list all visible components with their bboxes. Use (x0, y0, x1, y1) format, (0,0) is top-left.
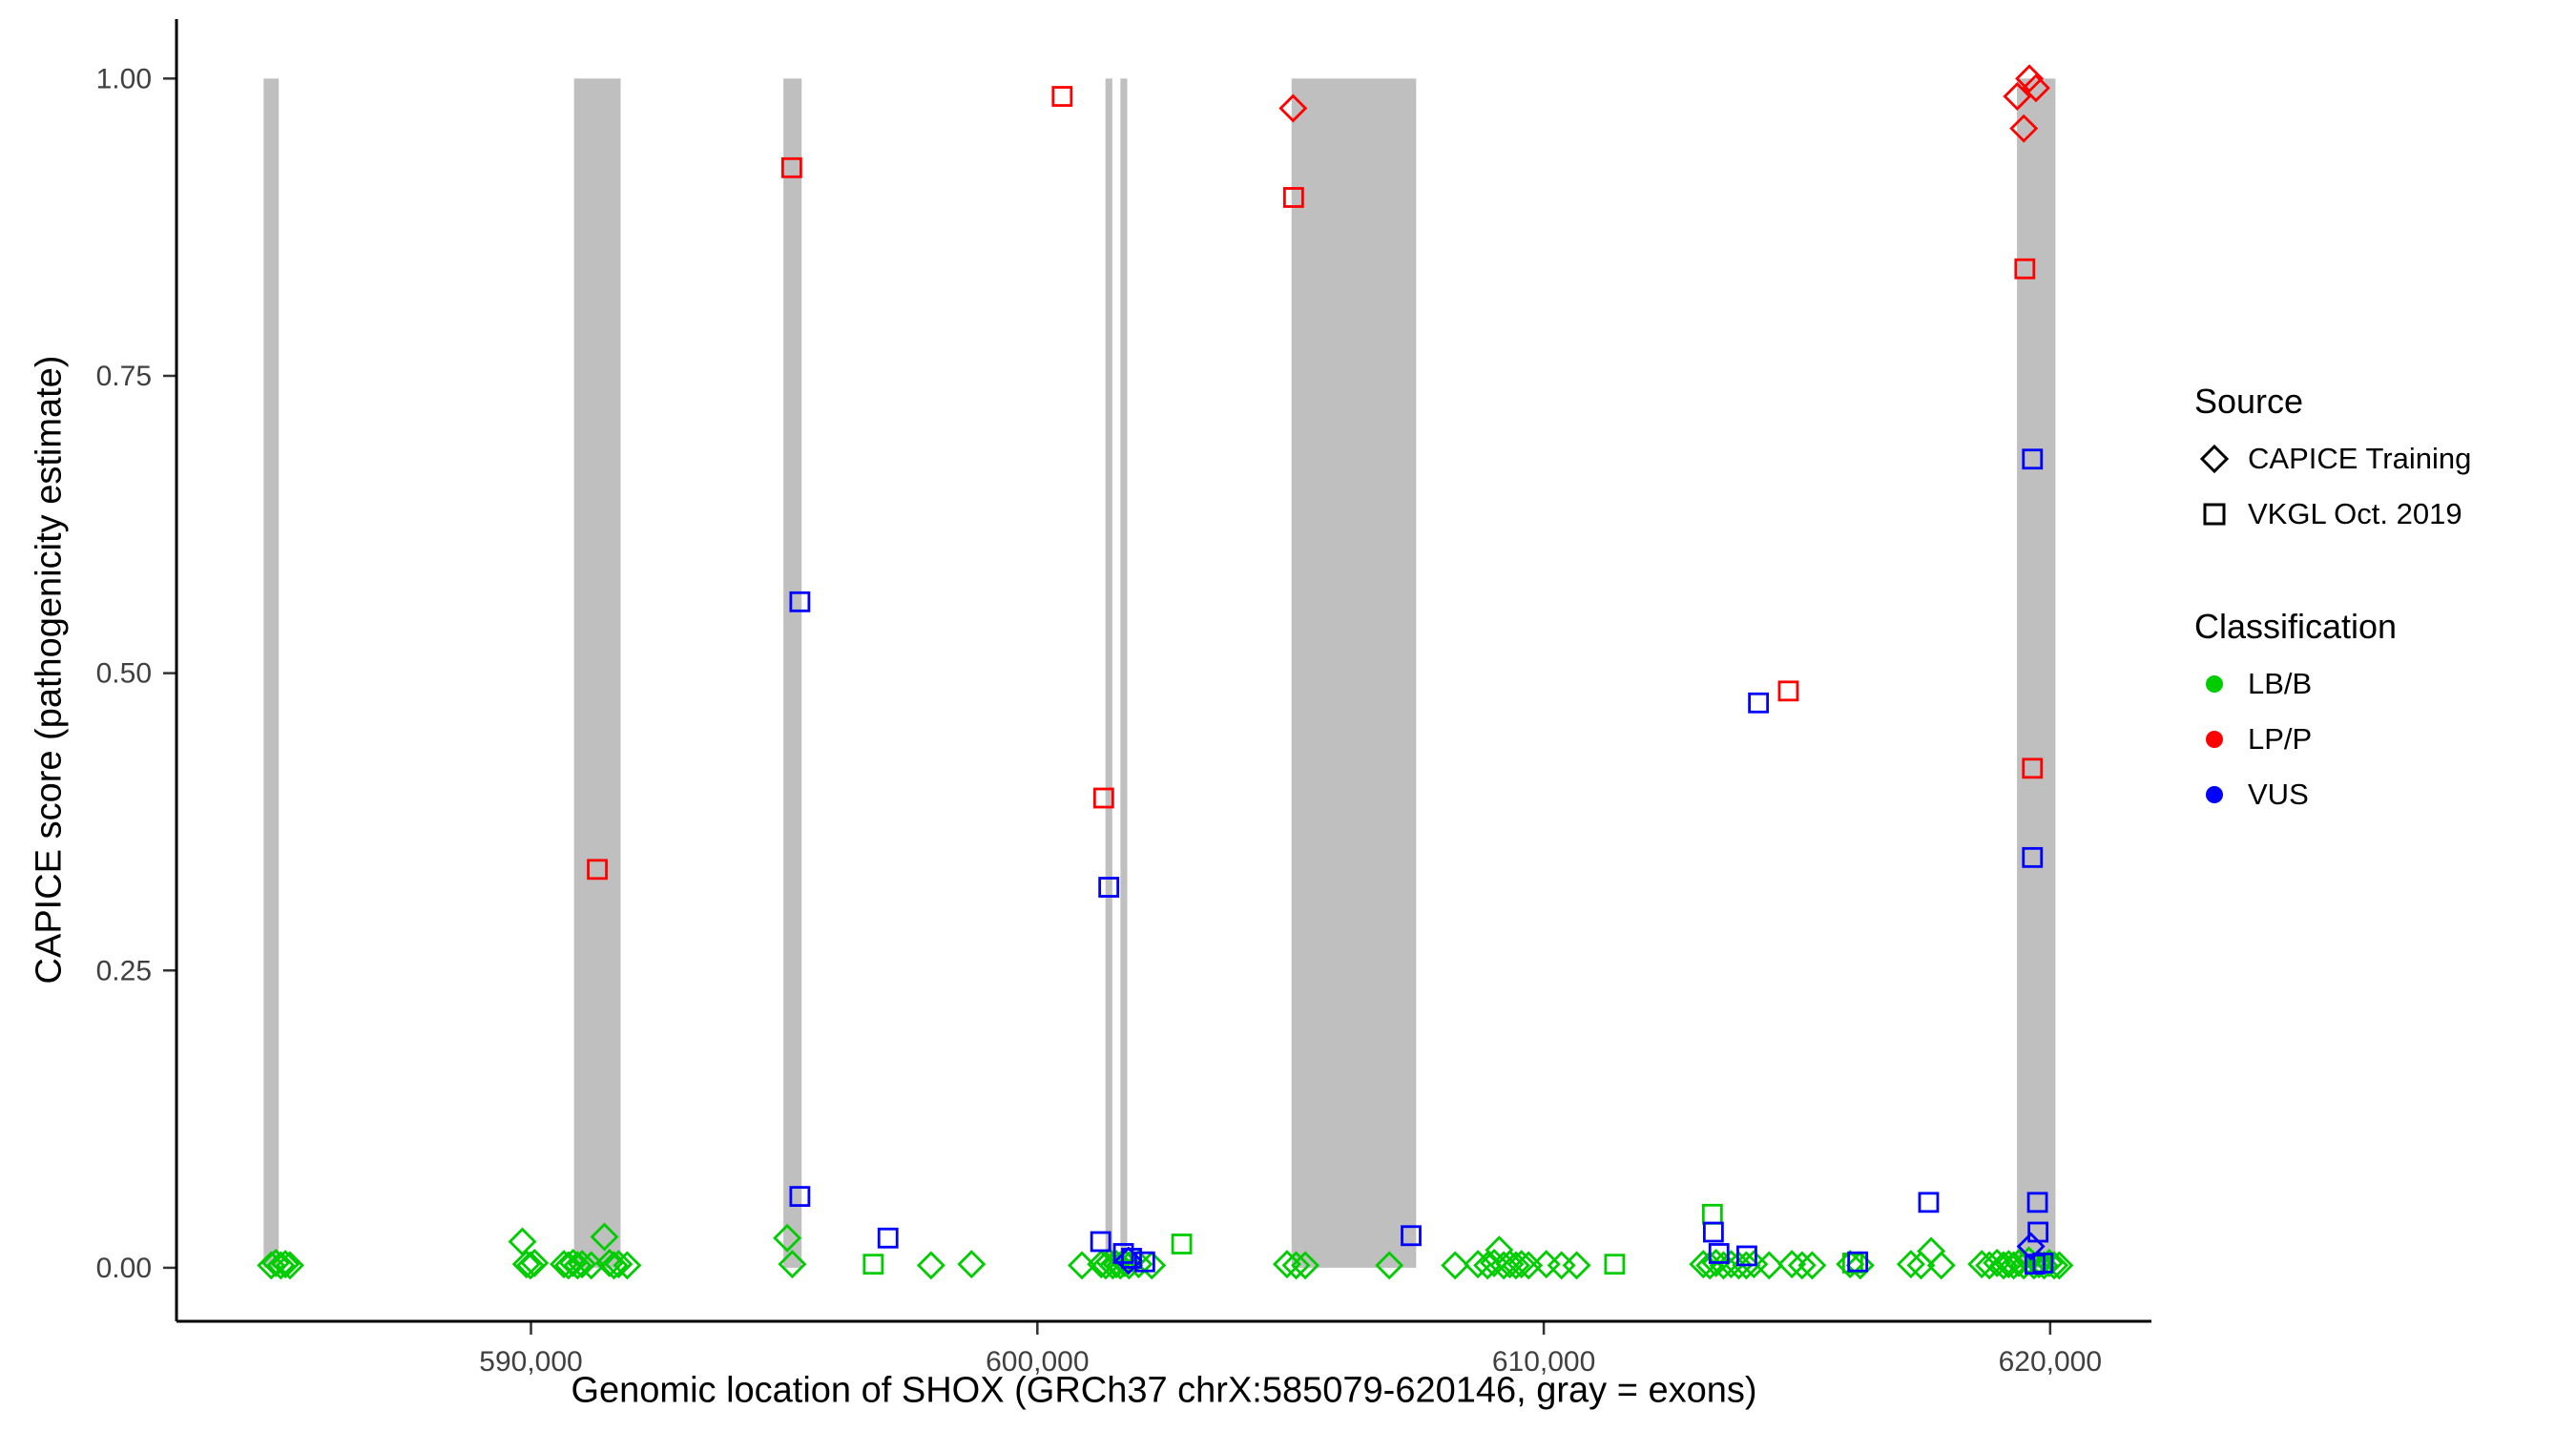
y-axis-title: CAPICE score (pathogenicity estimate) (29, 355, 70, 985)
legend-item-label: CAPICE Training (2248, 442, 2472, 475)
legend-item-lpp: LP/P (2194, 719, 2471, 759)
legend-item-capice-training: CAPICE Training (2194, 439, 2471, 479)
square-glyph-icon (2203, 503, 2226, 526)
svg-text:0.50: 0.50 (96, 658, 152, 690)
legend-classification-title: Classification (2194, 607, 2398, 646)
legend-source-title: Source (2194, 382, 2304, 421)
legend-item-label: VKGL Oct. 2019 (2248, 497, 2462, 530)
legend-item-label: LB/B (2248, 667, 2313, 700)
legend-item-lbb: LB/B (2194, 664, 2471, 704)
red-dot-icon (2206, 731, 2223, 748)
legend-item-label: LP/P (2248, 722, 2313, 756)
svg-text:620,000: 620,000 (1999, 1346, 2102, 1378)
svg-text:0.75: 0.75 (96, 361, 152, 392)
x-axis-title: Genomic location of SHOX (GRCh37 chrX:58… (571, 1370, 1757, 1411)
svg-text:590,000: 590,000 (479, 1346, 582, 1378)
legend: Source CAPICE Training VKGL Oct. 2019 Cl… (2194, 382, 2471, 830)
legend-item-label: VUS (2248, 778, 2309, 811)
svg-text:1.00: 1.00 (96, 63, 152, 94)
blue-dot-icon (2206, 786, 2223, 803)
diamond-glyph-icon (2199, 444, 2230, 474)
legend-item-vkgl-2019: VKGL Oct. 2019 (2194, 494, 2471, 534)
svg-text:600,000: 600,000 (986, 1346, 1089, 1378)
green-dot-icon (2206, 675, 2223, 693)
svg-text:610,000: 610,000 (1492, 1346, 1595, 1378)
svg-text:0.00: 0.00 (96, 1253, 152, 1284)
legend-item-vus: VUS (2194, 775, 2471, 815)
svg-text:0.25: 0.25 (96, 955, 152, 986)
